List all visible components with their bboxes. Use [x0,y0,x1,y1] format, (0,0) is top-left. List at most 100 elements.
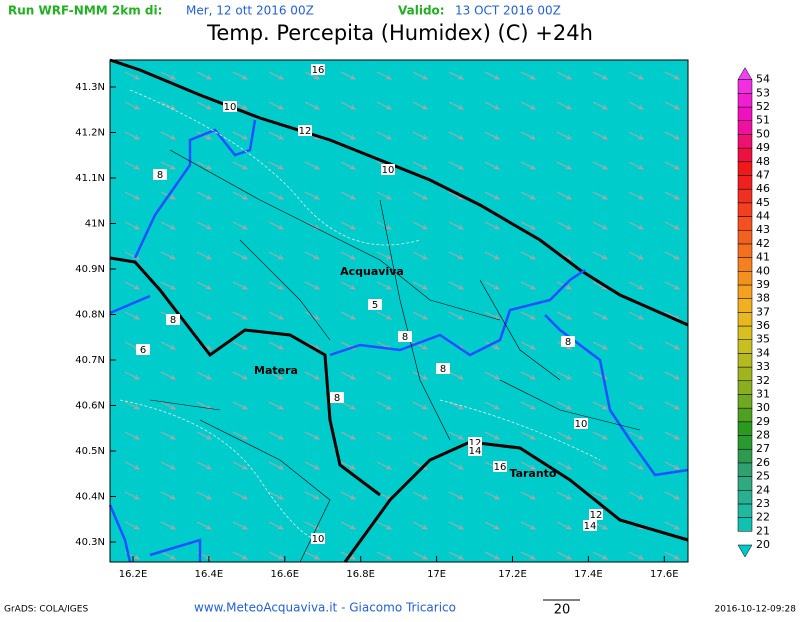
wind-arrow [304,161,321,170]
wind-arrow [124,221,141,230]
contour-label-bg [468,437,482,448]
contour-label: 16 [312,65,325,76]
colorbar-swatch [737,312,753,327]
colorbar-swatch [737,120,753,135]
wind-arrow [196,461,213,470]
colorbar-label: 41 [756,251,770,264]
colorbar-end [737,67,753,80]
wind-arrow [268,71,285,80]
lat-label: 41.1N [75,173,105,184]
contour-label-bg [398,331,412,342]
colorbar-swatch [737,175,753,190]
wind-arrow [340,521,357,530]
wind-arrow [340,251,357,260]
wind-arrow [556,371,573,380]
lon-label: 16.6E [271,569,300,580]
wind-arrow [556,461,573,470]
wind-arrow [520,341,537,350]
colorbar-label: 33 [756,360,770,373]
contour-label-bg [436,363,450,374]
wind-arrow [160,341,177,350]
wind-arrow [160,281,177,290]
wind-arrow [628,401,645,410]
wind-arrow [124,131,141,140]
run-label: Run WRF-NMM 2km di: [8,4,162,18]
wind-arrow [304,431,321,440]
wind-arrow [556,221,573,230]
colorbar-swatch [737,298,753,313]
place-name: Taranto [509,467,556,480]
wind-arrow [160,431,177,440]
contour-label-bg [311,533,325,544]
wind-arrow [268,371,285,380]
wind-arrow [376,401,393,410]
wind-arrow [268,311,285,320]
wind-arrow [520,101,537,110]
wind-arrow [484,371,501,380]
lat-label: 40.4N [75,492,105,503]
colorbar-label: 54 [756,73,770,86]
boundaries [108,58,689,563]
colorbar-label: 40 [756,264,770,277]
wind-arrow [340,221,357,230]
wind-arrow [340,491,357,500]
wind-arrow [556,431,573,440]
wind-arrow [484,161,501,170]
wind-arrow [592,101,609,110]
wind-arrow [520,431,537,440]
lat-label: 40.9N [75,264,105,275]
wind-arrow [412,251,429,260]
colorbar-label: 30 [756,401,770,414]
wind-arrow [412,401,429,410]
wind-arrow [448,281,465,290]
contour-label-bg [298,125,312,136]
wind-arrow [124,461,141,470]
lon-label: 17.2E [498,569,527,580]
wind-arrow [160,161,177,170]
colorbar-label: 48 [756,155,770,168]
contour-label: 8 [402,332,408,343]
wind-arrow [232,401,249,410]
wind-arrow [664,401,681,410]
colorbar-label: 31 [756,387,770,400]
wind-arrow [160,371,177,380]
colorbar: 2021222324252627282930313233343536373839… [737,67,770,558]
wind-arrow [592,491,609,500]
wind-arrow [340,431,357,440]
wind-arrow [160,401,177,410]
site: www.MeteoAcquaviva.it - Giacomo Tricaric… [194,601,456,615]
wind-arrow [124,281,141,290]
wind-arrow [484,521,501,530]
wind-arrow [160,461,177,470]
wind-arrow [376,521,393,530]
wind-arrow [592,191,609,200]
wind-arrow [304,491,321,500]
wind-arrow [412,551,429,560]
wind-arrow [232,371,249,380]
wind-arrow [592,311,609,320]
contour-label: 8 [565,337,571,348]
colorbar-swatch [737,366,753,382]
wind-arrow [628,191,645,200]
wind-arrow [412,521,429,530]
wind-arrow [232,221,249,230]
wind-arrow [376,311,393,320]
wind-arrow [304,401,321,410]
wind-arrow [412,161,429,170]
lon-label: 16.8E [346,569,375,580]
colorbar-swatch [737,188,753,204]
wind-arrow [232,521,249,530]
contour-label: 14 [469,446,482,457]
wind-arrow [664,521,681,530]
contour-label: 12 [299,126,312,137]
lat-label: 41.3N [75,82,105,93]
contour-label: 6 [140,345,146,356]
wind-arrow [556,521,573,530]
contour-label: 10 [382,165,395,176]
vector-ref: 20 [554,603,571,618]
wind-arrow [124,311,141,320]
wind-arrow [412,311,429,320]
wind-arrow [124,101,141,110]
map-frame [109,59,689,563]
wind-arrow [268,251,285,260]
